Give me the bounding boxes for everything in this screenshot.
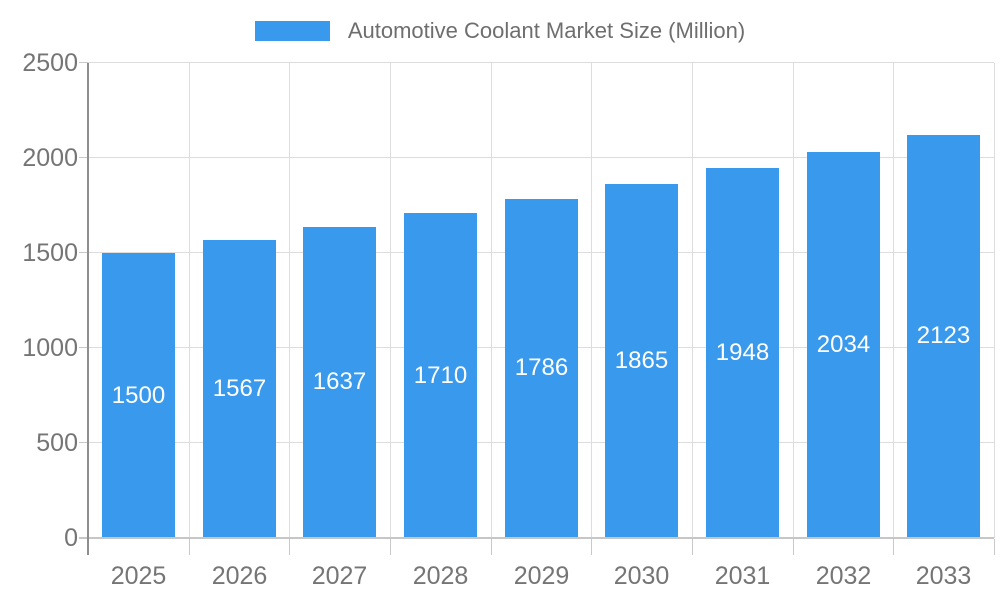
x-tick-label: 2025: [110, 562, 167, 590]
y-tick-mark: [79, 252, 88, 253]
x-tick-label: 2033: [915, 562, 972, 590]
bar[interactable]: [203, 240, 276, 538]
x-tick-label: 2027: [311, 562, 368, 590]
v-gridline: [893, 63, 894, 538]
v-gridline: [491, 63, 492, 538]
x-axis-line: [79, 537, 994, 539]
y-tick-label: 500: [36, 429, 78, 457]
v-gridline: [189, 63, 190, 538]
bar-value-label: 2034: [816, 331, 871, 358]
bar-value-label: 1948: [715, 339, 770, 366]
x-tick-label: 2029: [513, 562, 570, 590]
bar[interactable]: [404, 213, 477, 538]
x-tick-label: 2028: [412, 562, 469, 590]
y-tick-label: 0: [64, 524, 78, 552]
h-gridline: [88, 157, 994, 158]
x-tick-label: 2031: [714, 562, 771, 590]
v-gridline: [591, 63, 592, 538]
v-gridline: [994, 63, 995, 538]
bar[interactable]: [706, 168, 779, 538]
legend[interactable]: Automotive Coolant Market Size (Million): [0, 18, 1000, 44]
x-tick-mark: [591, 539, 592, 555]
x-tick-mark: [491, 539, 492, 555]
y-tick-mark: [79, 62, 88, 63]
x-tick-mark: [893, 539, 894, 555]
bar[interactable]: [807, 152, 880, 538]
h-gridline: [88, 62, 994, 63]
bar[interactable]: [505, 199, 578, 538]
y-axis-line: [87, 63, 89, 555]
bar[interactable]: [102, 253, 175, 538]
bar-value-label: 1500: [111, 382, 166, 409]
legend-label: Automotive Coolant Market Size (Million): [347, 18, 746, 43]
bar[interactable]: [303, 227, 376, 538]
v-gridline: [390, 63, 391, 538]
bar[interactable]: [605, 184, 678, 538]
v-gridline: [793, 63, 794, 538]
y-tick-mark: [79, 442, 88, 443]
x-tick-mark: [289, 539, 290, 555]
x-tick-label: 2032: [815, 562, 872, 590]
x-tick-mark: [793, 539, 794, 555]
x-tick-label: 2026: [211, 562, 268, 590]
bar-value-label: 1710: [413, 362, 468, 389]
v-gridline: [692, 63, 693, 538]
bar-value-label: 1865: [614, 347, 669, 374]
bar-value-label: 1567: [212, 375, 267, 402]
x-tick-label: 2030: [613, 562, 670, 590]
x-tick-mark: [692, 539, 693, 555]
v-gridline: [289, 63, 290, 538]
bar-value-label: 2123: [916, 322, 971, 349]
bar-value-label: 1637: [312, 368, 367, 395]
y-tick-label: 1500: [22, 239, 78, 267]
bar[interactable]: [907, 135, 980, 538]
x-tick-mark: [390, 539, 391, 555]
y-tick-mark: [79, 157, 88, 158]
x-tick-mark: [994, 539, 995, 555]
y-tick-label: 1000: [22, 334, 78, 362]
bar-value-label: 1786: [514, 354, 569, 381]
y-tick-label: 2000: [22, 144, 78, 172]
y-tick-label: 2500: [22, 49, 78, 77]
x-tick-mark: [189, 539, 190, 555]
legend-swatch-icon: [254, 21, 330, 41]
y-tick-mark: [79, 347, 88, 348]
